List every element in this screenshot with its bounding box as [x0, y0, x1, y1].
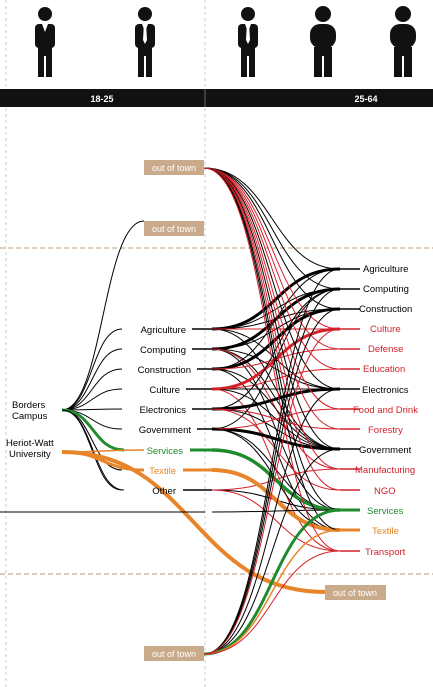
- flow-bottom-out-3: [203, 388, 341, 655]
- person-heavy-icon: [310, 6, 336, 77]
- left-sector-government: Government: [139, 425, 192, 436]
- flow-lines: [61, 167, 360, 656]
- flow-top-out-5: [203, 167, 341, 370]
- flow-services-services: [211, 448, 341, 512]
- source-heriot-line1: Heriot-Watt: [6, 438, 54, 449]
- left-sector-construction: Construction: [138, 365, 191, 376]
- flow-bottom-out-4: [203, 448, 341, 655]
- flow-borders-other: [61, 409, 125, 491]
- age-group-young: 18-25: [90, 94, 113, 104]
- right-sector-electronics: Electronics: [362, 385, 409, 396]
- flow-top-out-10: [203, 167, 341, 470]
- flow-link-30: [211, 408, 341, 430]
- flow-borders-out-of-town: [61, 220, 145, 411]
- right-sector-labels: Agriculture Computing Construction Cultu…: [353, 264, 418, 558]
- flow-reference-services: [211, 509, 341, 513]
- flow-bottom-out-6: [203, 529, 341, 655]
- out-of-town-box-a: out of town: [144, 160, 204, 175]
- left-sector-computing: Computing: [140, 345, 186, 356]
- out-of-town-box-b: out of town: [144, 221, 204, 236]
- flow-link-20: [211, 368, 341, 390]
- flow-top-out-4: [203, 167, 341, 350]
- source-borders-line1: Borders: [12, 400, 46, 411]
- right-sector-construction: Construction: [359, 304, 412, 315]
- flow-bottom-out-8: [203, 550, 341, 655]
- source-heriot-line2: University: [9, 449, 51, 460]
- source-borders-line2: Campus: [12, 411, 48, 422]
- right-sector-agriculture: Agriculture: [363, 264, 408, 275]
- svg-text:out of town: out of town: [333, 588, 377, 598]
- flow-link-12: [211, 307, 341, 371]
- flow-link-13: [211, 268, 341, 370]
- right-sector-defense: Defense: [368, 344, 403, 355]
- right-sector-food-and-drink: Food and Drink: [353, 405, 418, 416]
- header-icons: [35, 6, 416, 77]
- flow-bottom-out-0: [203, 268, 341, 655]
- flow-top-out-1: [203, 167, 341, 290]
- left-sector-culture: Culture: [149, 385, 180, 396]
- flow-bottom-out-7: [203, 328, 341, 655]
- flow-bottom-out-1: [203, 288, 341, 655]
- right-sector-ngo: NGO: [374, 486, 396, 497]
- right-sector-textile: Textile: [372, 526, 399, 537]
- flow-top-out-13: [203, 167, 341, 531]
- left-sector-agriculture: Agriculture: [141, 325, 186, 336]
- person-slim-tie-icon: [135, 7, 155, 77]
- flow-borders-left-0: [61, 328, 123, 411]
- flow-top-out-14: [203, 167, 341, 552]
- age-bar: [0, 89, 433, 107]
- flow-heriot-services: [61, 449, 145, 453]
- flow-top-out-2: [203, 167, 341, 310]
- flow-borders-left-1: [61, 348, 123, 411]
- left-sector-electronics: Electronics: [140, 405, 187, 416]
- flow-link-14: [211, 368, 341, 450]
- person-slim-tie-icon: [238, 7, 258, 77]
- flow-textile-textile: [211, 468, 341, 532]
- flow-borders-services: [61, 408, 125, 452]
- flow-link-34: [211, 489, 341, 552]
- right-sector-forestry: Forestry: [368, 425, 403, 436]
- person-heavy-icon: [390, 6, 416, 77]
- flow-borders-left-2: [61, 368, 123, 411]
- flow-top-out-12: [203, 167, 341, 511]
- flow-top-out-3: [203, 167, 341, 330]
- flow-top-out-11: [203, 167, 341, 491]
- left-sector-textile: Textile: [149, 466, 176, 477]
- svg-text:out of town: out of town: [152, 163, 196, 173]
- right-sector-transport: Transport: [365, 547, 406, 558]
- flow-top-out-9: [203, 167, 341, 450]
- left-sector-labels: Agriculture Computing Construction Cultu…: [138, 325, 192, 497]
- flow-heriot-out-of-town: [61, 450, 326, 594]
- flow-link-0: [211, 267, 341, 331]
- right-sector-manufacturing: Manufacturing: [355, 465, 415, 476]
- flow-bottom-out-5: [203, 508, 341, 656]
- left-sector-services: Services: [147, 446, 184, 457]
- svg-text:out of town: out of town: [152, 649, 196, 659]
- right-sector-education: Education: [363, 364, 405, 375]
- right-sector-government: Government: [359, 445, 412, 456]
- out-of-town-box-c: out of town: [325, 585, 386, 600]
- out-of-town-box-d: out of town: [144, 646, 204, 661]
- age-group-adult: 25-64: [354, 94, 377, 104]
- flow-link-22: [211, 387, 341, 411]
- right-sector-services: Services: [367, 506, 404, 517]
- svg-text:out of town: out of town: [152, 224, 196, 234]
- right-sector-culture: Culture: [370, 324, 401, 335]
- left-sector-other: Other: [152, 486, 176, 497]
- person-slim-tie-icon: [35, 7, 55, 77]
- flow-top-out-0: [203, 167, 341, 270]
- right-sector-computing: Computing: [363, 284, 409, 295]
- flow-top-out-7: [203, 167, 341, 410]
